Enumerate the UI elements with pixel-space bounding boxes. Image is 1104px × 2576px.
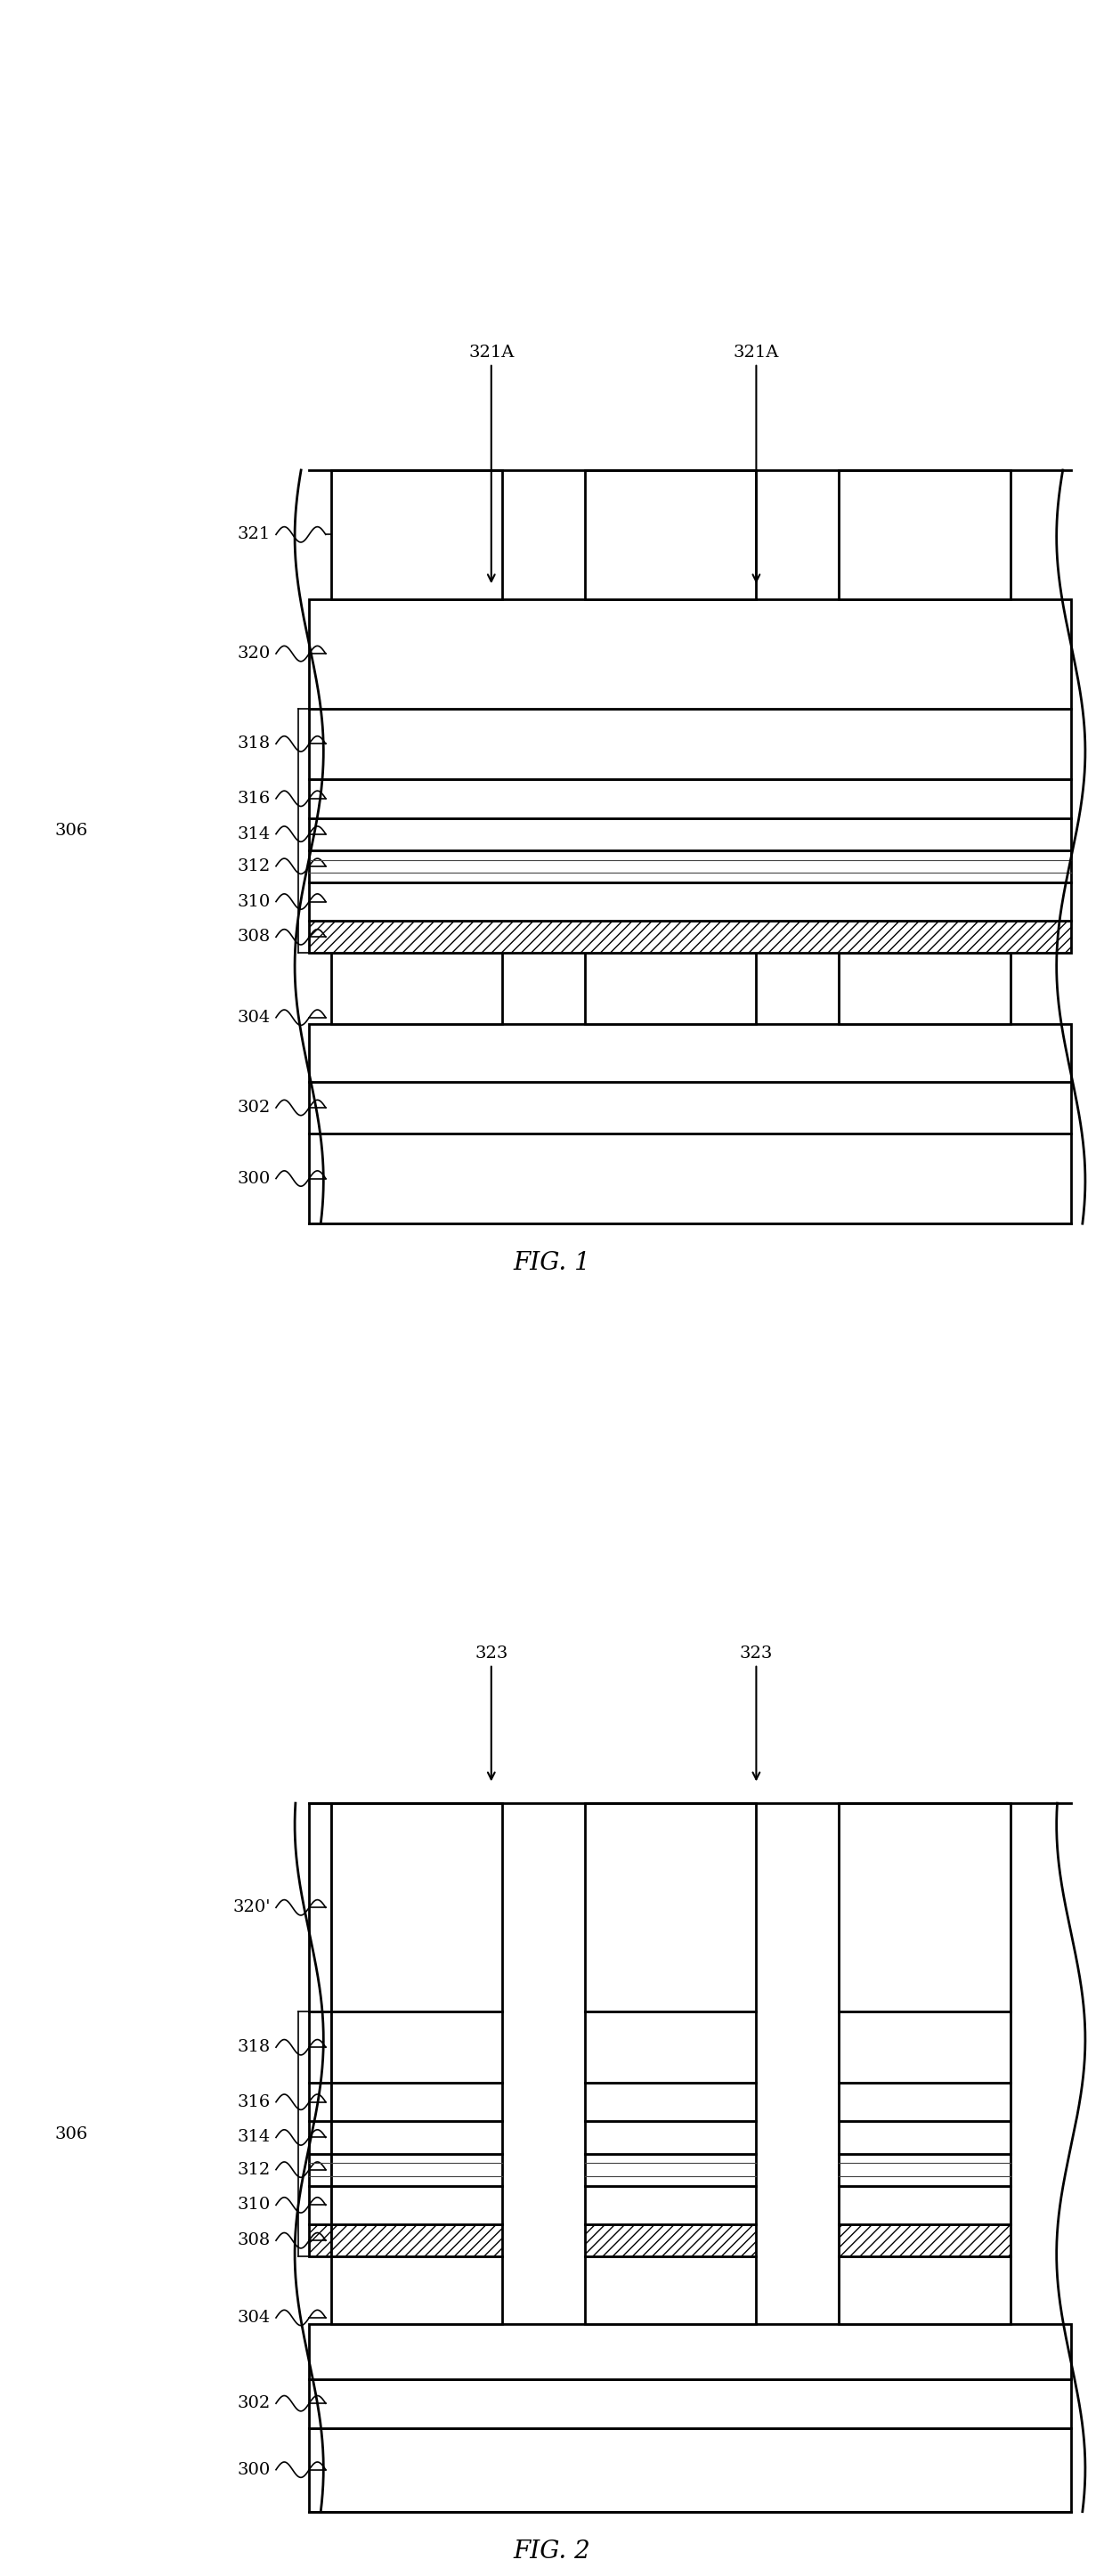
Bar <box>839 1803 1010 2012</box>
Bar <box>331 953 502 1023</box>
Bar <box>309 2427 1071 2512</box>
Bar <box>839 953 1010 1023</box>
Bar <box>331 2081 502 2123</box>
Bar <box>839 2154 1010 2184</box>
Bar <box>309 819 1071 850</box>
Bar <box>309 1133 1071 1224</box>
Text: 316: 316 <box>237 2094 270 2110</box>
Bar <box>309 1023 1071 1082</box>
Text: 321: 321 <box>237 526 270 544</box>
Bar <box>839 2257 1010 2324</box>
Text: 302: 302 <box>237 1100 270 1115</box>
Bar <box>309 2324 1071 2380</box>
Bar <box>309 2184 331 2223</box>
Bar <box>839 2123 1010 2154</box>
Bar <box>331 469 502 600</box>
Bar <box>839 2223 1010 2257</box>
Text: 306: 306 <box>55 822 88 840</box>
Bar <box>839 2184 1010 2223</box>
Text: FIG. 1: FIG. 1 <box>513 1252 591 1275</box>
Text: 304: 304 <box>237 1010 270 1025</box>
Text: 323: 323 <box>740 1646 773 1780</box>
Text: 300: 300 <box>237 2463 270 2478</box>
Text: 314: 314 <box>237 2130 270 2146</box>
Bar <box>331 2012 502 2081</box>
Bar <box>309 1803 331 2012</box>
Bar <box>331 2123 502 2154</box>
Text: 300: 300 <box>237 1170 270 1188</box>
Bar <box>839 2012 1010 2081</box>
Bar <box>585 1803 756 2012</box>
Text: 318: 318 <box>237 2040 270 2056</box>
Bar <box>585 953 756 1023</box>
Bar <box>309 781 1071 819</box>
Bar <box>585 2257 756 2324</box>
Text: FIG. 2: FIG. 2 <box>513 2540 591 2563</box>
Bar <box>309 881 1071 922</box>
Bar <box>585 2123 756 2154</box>
Bar <box>309 2380 1071 2427</box>
Text: 312: 312 <box>237 858 270 873</box>
Text: 308: 308 <box>237 2233 270 2249</box>
Text: 310: 310 <box>237 2197 270 2213</box>
Bar <box>331 2223 502 2257</box>
Bar <box>309 600 1071 708</box>
Bar <box>585 2223 756 2257</box>
Text: 318: 318 <box>237 737 270 752</box>
Bar <box>309 2012 331 2081</box>
Bar <box>309 850 1071 881</box>
Text: 302: 302 <box>237 2396 270 2411</box>
Bar <box>331 1803 502 2012</box>
Text: 312: 312 <box>237 2161 270 2177</box>
Text: 310: 310 <box>237 894 270 909</box>
Bar <box>309 2081 331 2123</box>
Text: 308: 308 <box>237 930 270 945</box>
Text: 316: 316 <box>237 791 270 806</box>
Bar <box>585 2154 756 2184</box>
Bar <box>585 2012 756 2081</box>
Bar <box>309 2154 331 2184</box>
Text: 320': 320' <box>233 1899 270 1917</box>
Bar <box>331 2154 502 2184</box>
Bar <box>331 2257 502 2324</box>
Bar <box>309 708 1071 778</box>
Text: 314: 314 <box>237 827 270 842</box>
Text: 320: 320 <box>237 647 270 662</box>
Bar <box>309 920 1071 953</box>
Text: 321A: 321A <box>733 345 779 582</box>
Bar <box>839 469 1010 600</box>
Bar <box>309 2123 331 2154</box>
Bar <box>309 2223 331 2257</box>
Text: 304: 304 <box>237 2311 270 2326</box>
Bar <box>839 2081 1010 2123</box>
Bar <box>585 2184 756 2223</box>
Text: 306: 306 <box>55 2125 88 2143</box>
Bar <box>331 2184 502 2223</box>
Text: 321A: 321A <box>468 345 514 582</box>
Bar <box>585 469 756 600</box>
Bar <box>309 1082 1071 1133</box>
Bar <box>585 2081 756 2123</box>
Text: 323: 323 <box>475 1646 508 1780</box>
